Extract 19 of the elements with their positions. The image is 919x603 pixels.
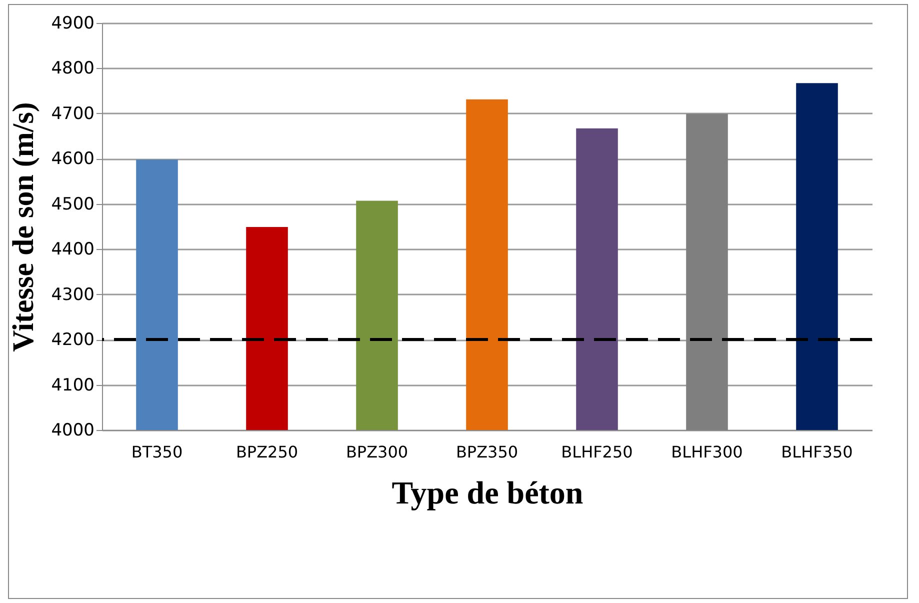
y-axis-title: Vitesse de son (m/s) [7,102,40,352]
y-tick-label: 4900 [51,14,94,34]
y-tick-label: 4800 [51,58,94,79]
x-axis-title: Type de béton [392,474,584,510]
y-tick-label: 4100 [51,375,94,396]
y-tick-label: 4500 [51,194,94,214]
x-tick-label: BPZ250 [236,442,298,462]
x-tick-label: BPZ350 [456,442,518,462]
x-tick-label: BT350 [131,442,183,462]
x-tick-label: BLHF250 [561,442,633,462]
y-tick-label: 4200 [51,330,94,350]
x-tick-label: BLHF300 [671,442,743,462]
y-tick-label: 4300 [51,284,94,305]
y-tick-label: 4400 [51,240,94,260]
y-tick-label: 4000 [51,420,94,440]
y-tick-label: 4600 [51,149,94,170]
x-tick-label: BPZ300 [346,442,408,462]
y-tick-label: 4700 [51,104,94,124]
x-tick-label: BLHF350 [781,442,853,462]
